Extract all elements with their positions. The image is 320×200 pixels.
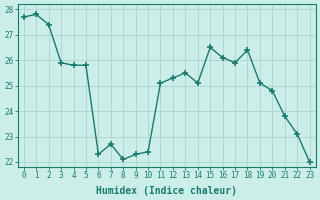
X-axis label: Humidex (Indice chaleur): Humidex (Indice chaleur)	[96, 186, 237, 196]
